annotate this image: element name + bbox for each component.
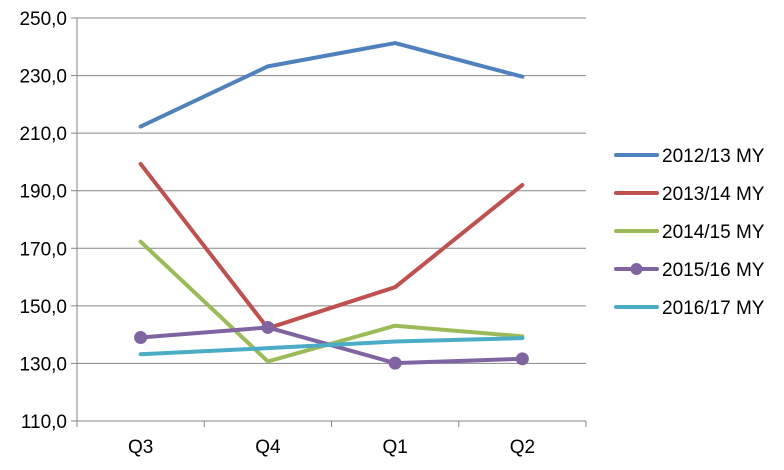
y-tick-label: 210,0 bbox=[19, 124, 67, 145]
series-line bbox=[138, 41, 525, 129]
y-tick-label: 190,0 bbox=[19, 182, 67, 203]
x-axis-tick-labels: Q3 Q4 Q1 Q2 bbox=[128, 437, 535, 458]
series-2016-17-my bbox=[138, 336, 525, 357]
y-tick-label: 170,0 bbox=[19, 239, 67, 260]
series-line bbox=[138, 161, 525, 331]
x-tick-label: Q1 bbox=[382, 437, 407, 458]
data-point bbox=[388, 356, 402, 370]
x-tick-label: Q4 bbox=[255, 437, 281, 458]
legend-item: 2016/17 MY bbox=[614, 298, 765, 319]
legend-label: 2012/13 MY bbox=[662, 146, 765, 167]
series-2012-13-my bbox=[138, 41, 525, 129]
legend-item: 2013/14 MY bbox=[614, 184, 765, 205]
legend-label: 2015/16 MY bbox=[662, 260, 765, 281]
y-tick-label: 110,0 bbox=[21, 412, 67, 433]
y-tick-label: 250,0 bbox=[19, 9, 67, 30]
legend: 2012/13 MY 2013/14 MY 2014/15 MY 2015/16 MY… bbox=[614, 146, 765, 319]
legend-label: 2014/15 MY bbox=[662, 222, 765, 243]
x-tick-label: Q3 bbox=[128, 437, 153, 458]
data-point bbox=[261, 320, 275, 334]
series-2013-14-my bbox=[138, 161, 525, 331]
legend-item: 2012/13 MY bbox=[614, 146, 765, 167]
axes bbox=[71, 17, 587, 427]
y-tick-label: 230,0 bbox=[19, 67, 67, 88]
legend-item: 2015/16 MY bbox=[614, 260, 765, 281]
gridlines bbox=[77, 17, 586, 364]
y-tick-label: 150,0 bbox=[19, 297, 67, 318]
legend-label: 2013/14 MY bbox=[662, 184, 765, 205]
data-point bbox=[515, 352, 529, 366]
legend-item: 2014/15 MY bbox=[614, 222, 765, 243]
plot-area bbox=[134, 41, 529, 370]
y-tick-label: 130,0 bbox=[19, 354, 67, 375]
data-point bbox=[134, 331, 148, 345]
legend-marker bbox=[630, 263, 643, 275]
series-line bbox=[138, 336, 525, 357]
legend-label: 2016/17 MY bbox=[662, 298, 765, 319]
y-axis-tick-labels: 110,0 130,0 150,0 170,0 190,0 210,0 230,0 250,0 bbox=[19, 9, 67, 433]
x-tick-label: Q2 bbox=[510, 437, 535, 458]
